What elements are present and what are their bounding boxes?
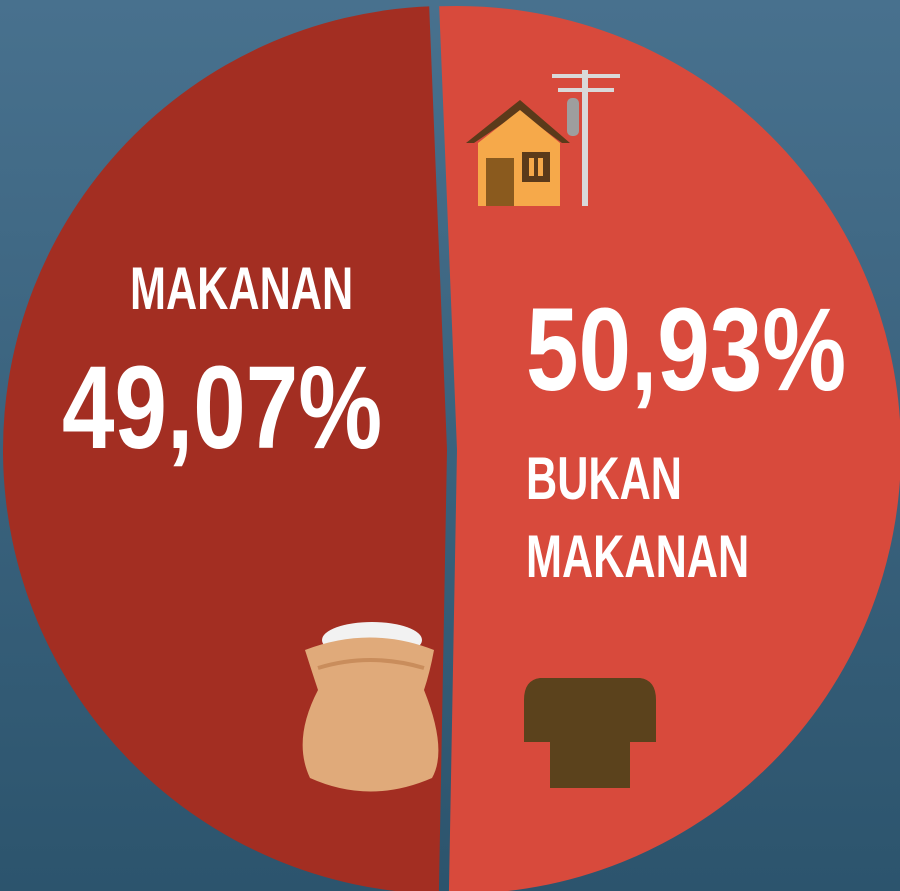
pie-slice bbox=[439, 5, 900, 891]
shirt-icon bbox=[524, 678, 656, 788]
value-label: 49,07% bbox=[62, 341, 382, 474]
value-label: 50,93% bbox=[526, 283, 846, 416]
category-label: BUKAN MAKANAN bbox=[526, 445, 750, 590]
sack-icon bbox=[302, 622, 439, 792]
house-icon bbox=[466, 70, 620, 206]
category-label: MAKANAN bbox=[130, 255, 354, 322]
